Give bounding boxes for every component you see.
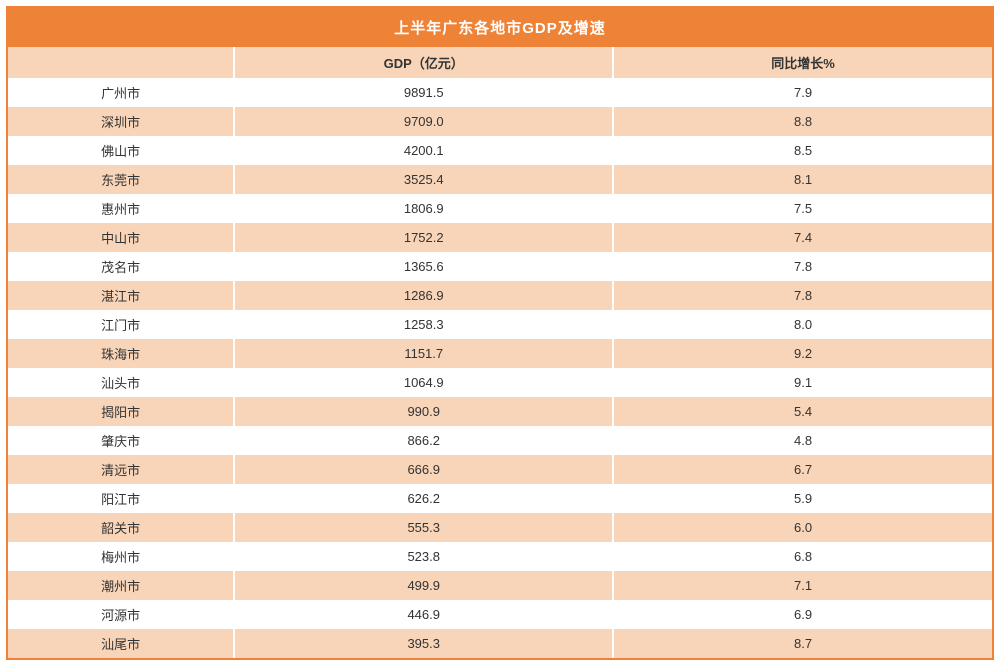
cell-city: 清远市 bbox=[8, 455, 234, 484]
table-row: 汕尾市395.38.7 bbox=[8, 629, 992, 658]
cell-city: 韶关市 bbox=[8, 513, 234, 542]
header-row: GDP（亿元） 同比增长% bbox=[8, 47, 992, 78]
col-header-growth: 同比增长% bbox=[613, 47, 992, 78]
cell-gdp: 666.9 bbox=[234, 455, 613, 484]
cell-growth: 5.4 bbox=[613, 397, 992, 426]
cell-gdp: 866.2 bbox=[234, 426, 613, 455]
table-row: 东莞市3525.48.1 bbox=[8, 165, 992, 194]
col-header-gdp: GDP（亿元） bbox=[234, 47, 613, 78]
cell-city: 惠州市 bbox=[8, 194, 234, 223]
gdp-table: GDP（亿元） 同比增长% 广州市9891.57.9深圳市9709.08.8佛山… bbox=[8, 47, 992, 658]
cell-city: 深圳市 bbox=[8, 107, 234, 136]
cell-gdp: 9891.5 bbox=[234, 78, 613, 107]
cell-city: 茂名市 bbox=[8, 252, 234, 281]
table-body: 广州市9891.57.9深圳市9709.08.8佛山市4200.18.5东莞市3… bbox=[8, 78, 992, 658]
table-row: 阳江市626.25.9 bbox=[8, 484, 992, 513]
table-row: 揭阳市990.95.4 bbox=[8, 397, 992, 426]
cell-city: 汕尾市 bbox=[8, 629, 234, 658]
cell-gdp: 1151.7 bbox=[234, 339, 613, 368]
cell-city: 潮州市 bbox=[8, 571, 234, 600]
cell-gdp: 555.3 bbox=[234, 513, 613, 542]
cell-growth: 8.7 bbox=[613, 629, 992, 658]
table-row: 韶关市555.36.0 bbox=[8, 513, 992, 542]
cell-gdp: 1752.2 bbox=[234, 223, 613, 252]
cell-growth: 7.8 bbox=[613, 281, 992, 310]
table-row: 湛江市1286.97.8 bbox=[8, 281, 992, 310]
cell-city: 揭阳市 bbox=[8, 397, 234, 426]
cell-growth: 7.5 bbox=[613, 194, 992, 223]
cell-growth: 7.4 bbox=[613, 223, 992, 252]
cell-gdp: 1806.9 bbox=[234, 194, 613, 223]
cell-growth: 9.1 bbox=[613, 368, 992, 397]
cell-gdp: 1064.9 bbox=[234, 368, 613, 397]
cell-city: 珠海市 bbox=[8, 339, 234, 368]
cell-gdp: 523.8 bbox=[234, 542, 613, 571]
cell-city: 湛江市 bbox=[8, 281, 234, 310]
cell-growth: 8.8 bbox=[613, 107, 992, 136]
cell-growth: 8.1 bbox=[613, 165, 992, 194]
table-title: 上半年广东各地市GDP及增速 bbox=[8, 8, 992, 47]
cell-city: 佛山市 bbox=[8, 136, 234, 165]
cell-city: 阳江市 bbox=[8, 484, 234, 513]
cell-city: 河源市 bbox=[8, 600, 234, 629]
cell-growth: 6.0 bbox=[613, 513, 992, 542]
cell-gdp: 9709.0 bbox=[234, 107, 613, 136]
table-row: 河源市446.96.9 bbox=[8, 600, 992, 629]
col-header-city bbox=[8, 47, 234, 78]
cell-city: 梅州市 bbox=[8, 542, 234, 571]
cell-gdp: 1286.9 bbox=[234, 281, 613, 310]
cell-city: 东莞市 bbox=[8, 165, 234, 194]
table-row: 深圳市9709.08.8 bbox=[8, 107, 992, 136]
table-row: 中山市1752.27.4 bbox=[8, 223, 992, 252]
cell-city: 汕头市 bbox=[8, 368, 234, 397]
cell-gdp: 395.3 bbox=[234, 629, 613, 658]
table-row: 广州市9891.57.9 bbox=[8, 78, 992, 107]
cell-gdp: 446.9 bbox=[234, 600, 613, 629]
cell-gdp: 1365.6 bbox=[234, 252, 613, 281]
table-row: 肇庆市866.24.8 bbox=[8, 426, 992, 455]
cell-growth: 9.2 bbox=[613, 339, 992, 368]
cell-gdp: 626.2 bbox=[234, 484, 613, 513]
table-row: 惠州市1806.97.5 bbox=[8, 194, 992, 223]
cell-gdp: 1258.3 bbox=[234, 310, 613, 339]
cell-gdp: 499.9 bbox=[234, 571, 613, 600]
table-row: 茂名市1365.67.8 bbox=[8, 252, 992, 281]
cell-growth: 7.1 bbox=[613, 571, 992, 600]
table-row: 汕头市1064.99.1 bbox=[8, 368, 992, 397]
cell-gdp: 4200.1 bbox=[234, 136, 613, 165]
cell-growth: 8.5 bbox=[613, 136, 992, 165]
cell-city: 中山市 bbox=[8, 223, 234, 252]
cell-growth: 4.8 bbox=[613, 426, 992, 455]
table-row: 江门市1258.38.0 bbox=[8, 310, 992, 339]
cell-growth: 6.7 bbox=[613, 455, 992, 484]
table-row: 清远市666.96.7 bbox=[8, 455, 992, 484]
cell-city: 广州市 bbox=[8, 78, 234, 107]
cell-gdp: 990.9 bbox=[234, 397, 613, 426]
table-row: 梅州市523.86.8 bbox=[8, 542, 992, 571]
cell-city: 江门市 bbox=[8, 310, 234, 339]
cell-city: 肇庆市 bbox=[8, 426, 234, 455]
cell-growth: 7.8 bbox=[613, 252, 992, 281]
cell-growth: 6.8 bbox=[613, 542, 992, 571]
cell-growth: 7.9 bbox=[613, 78, 992, 107]
cell-gdp: 3525.4 bbox=[234, 165, 613, 194]
table-row: 珠海市1151.79.2 bbox=[8, 339, 992, 368]
cell-growth: 8.0 bbox=[613, 310, 992, 339]
table-row: 潮州市499.97.1 bbox=[8, 571, 992, 600]
cell-growth: 6.9 bbox=[613, 600, 992, 629]
gdp-table-container: 上半年广东各地市GDP及增速 GDP（亿元） 同比增长% 广州市9891.57.… bbox=[6, 6, 994, 660]
cell-growth: 5.9 bbox=[613, 484, 992, 513]
table-row: 佛山市4200.18.5 bbox=[8, 136, 992, 165]
